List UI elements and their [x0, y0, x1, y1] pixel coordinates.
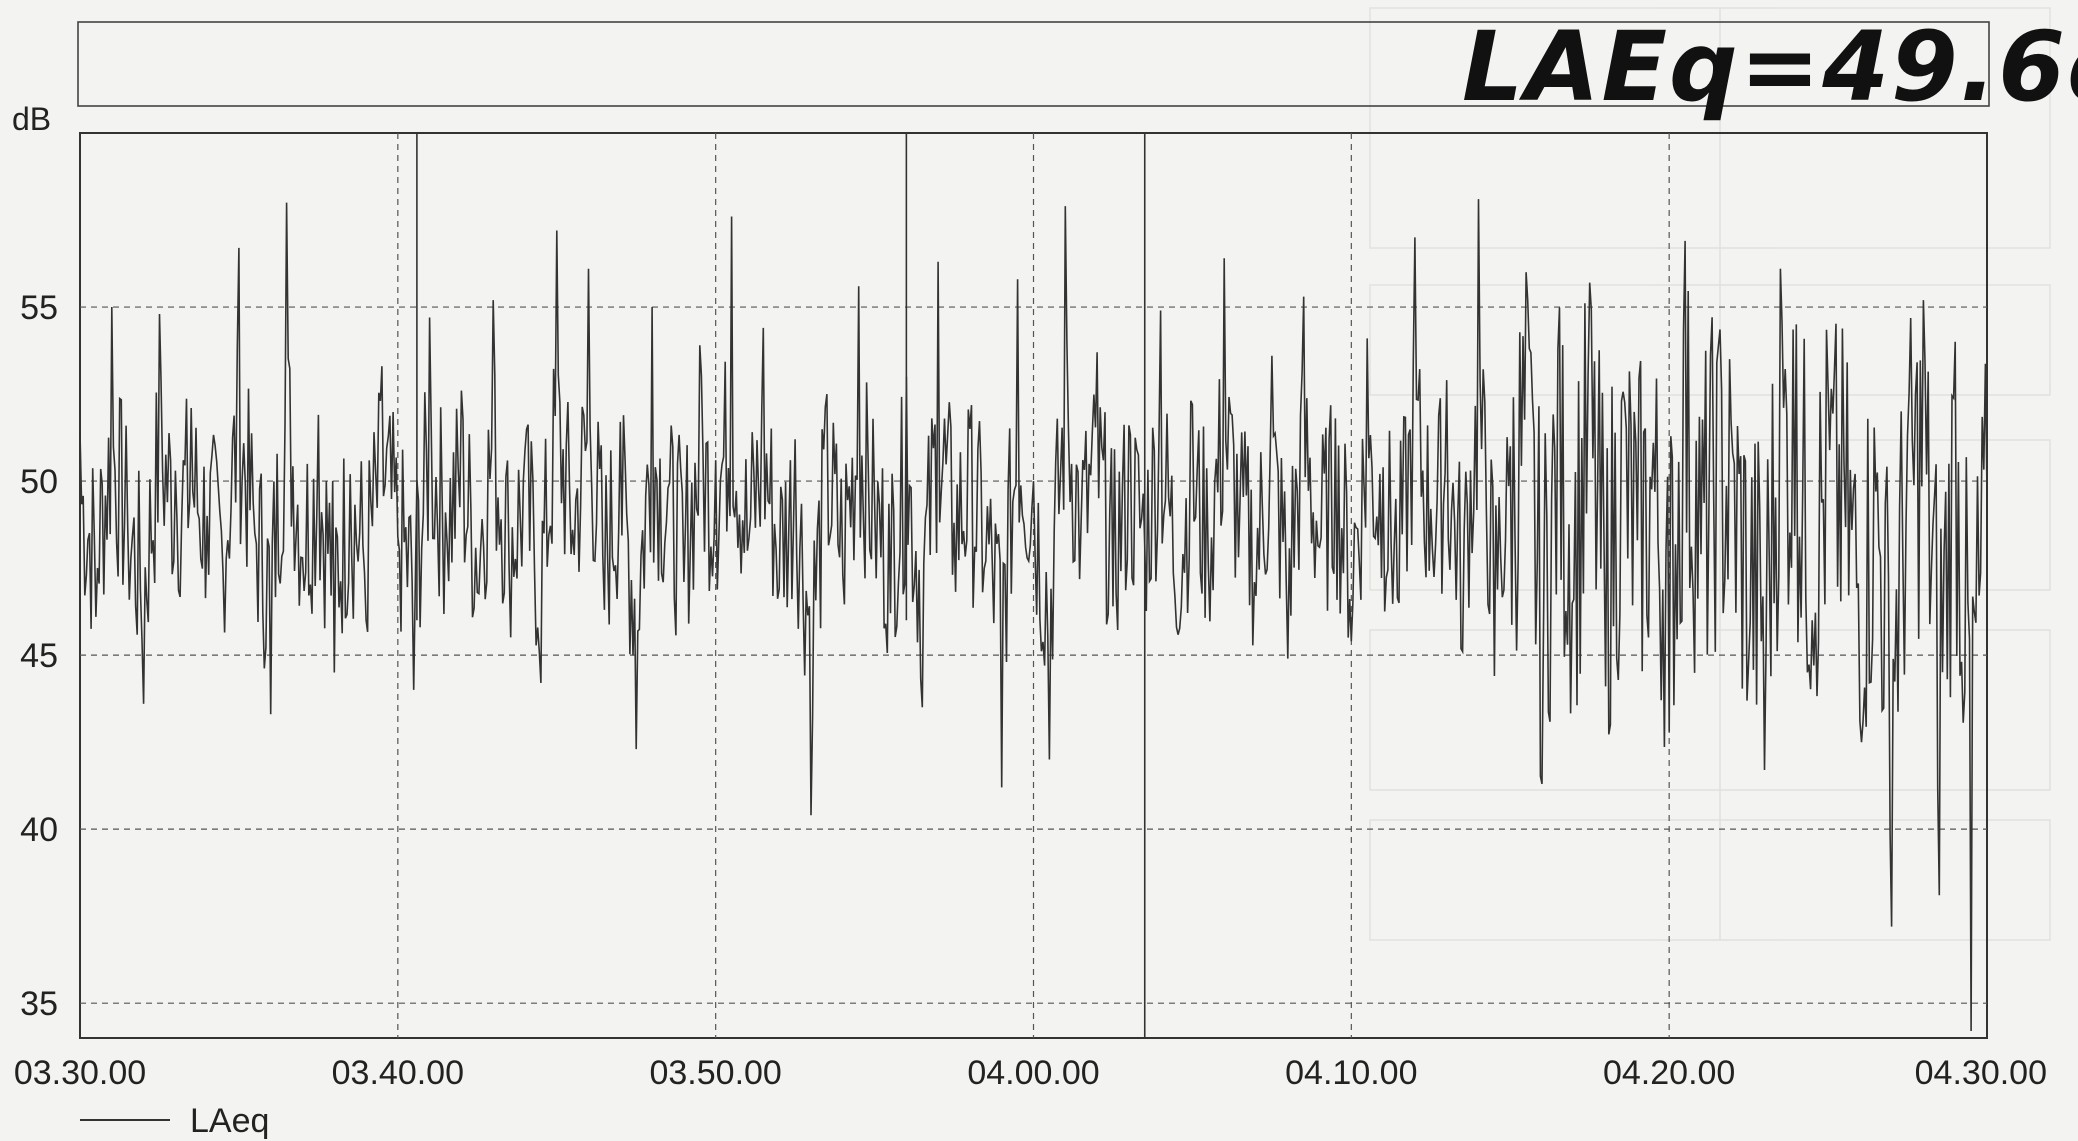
y-tick-label: 35: [20, 985, 58, 1023]
x-tick-label: 03.50.00: [649, 1054, 781, 1092]
y-axis-label: dB: [12, 101, 51, 137]
x-tick-label: 04.10.00: [1285, 1054, 1417, 1092]
x-tick-label: 04.00.00: [967, 1054, 1099, 1092]
x-axis-ticks: 03.30.00 03.40.00 03.50.00 04.00.00 04.10.00…: [14, 1054, 2047, 1092]
series-line-laeq: [79, 199, 1988, 1032]
y-tick-label: 40: [20, 811, 58, 849]
y-axis-ticks: 35 40 45 50 55: [20, 289, 58, 1023]
x-tick-label: 04.20.00: [1603, 1054, 1735, 1092]
y-tick-label: 50: [20, 463, 58, 501]
legend-label-laeq: LAeq: [190, 1102, 269, 1140]
grid-lines: [80, 133, 1987, 1038]
x-tick-label: 04.30.00: [1915, 1054, 2047, 1092]
x-tick-label: 03.40.00: [332, 1054, 464, 1092]
x-tick-label: 03.30.00: [14, 1054, 146, 1092]
series-spikes-laeq: [416, 133, 1146, 1038]
y-tick-label: 55: [20, 289, 58, 327]
header-box: [77, 21, 1990, 107]
y-tick-label: 45: [20, 637, 58, 675]
laeq-annotation: LAEq=49.6dB: [1462, 11, 2078, 123]
legend: LAeq: [80, 1102, 269, 1140]
